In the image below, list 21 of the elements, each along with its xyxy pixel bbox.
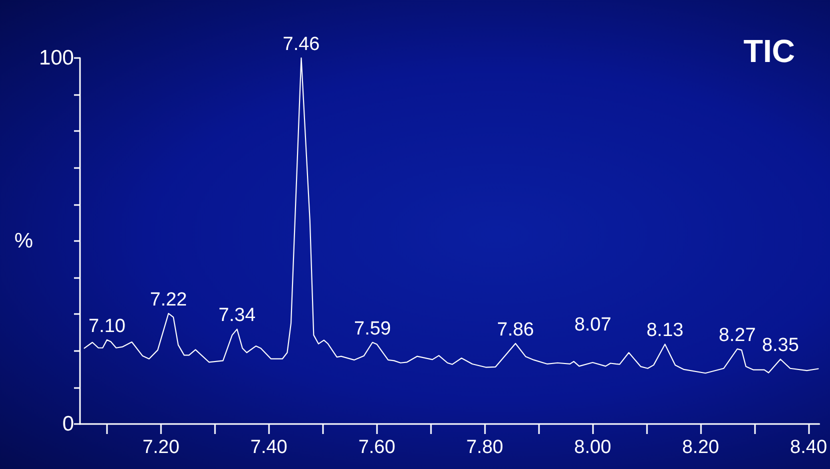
- annotation: 7.86: [496, 319, 534, 340]
- annotation: 7.59: [354, 318, 391, 340]
- annotation: 8.35: [762, 335, 799, 356]
- annotation: 7.10: [88, 316, 126, 337]
- x-tick-label: 7.60: [358, 437, 396, 458]
- x-tick-label: 7.20: [142, 437, 180, 458]
- y-axis-title: %: [14, 230, 34, 252]
- annotation: 8.13: [646, 320, 684, 342]
- y-tick-label: 0: [62, 412, 74, 436]
- x-tick-label: 7.40: [250, 437, 288, 458]
- annotation: 7.46: [282, 34, 320, 55]
- annotation: 7.34: [218, 305, 256, 326]
- x-tick-label: 8.40: [790, 437, 828, 458]
- x-tick-label: 7.80: [466, 437, 504, 458]
- annotation: 7.22: [150, 289, 187, 310]
- annotation: 8.07: [574, 314, 612, 336]
- x-tick-label: 8.20: [682, 437, 720, 458]
- annotation: 8.27: [718, 324, 756, 346]
- x-tick-label: 8.00: [574, 437, 612, 458]
- y-tick-label: 100: [38, 46, 74, 70]
- chart-title: TIC: [743, 33, 795, 69]
